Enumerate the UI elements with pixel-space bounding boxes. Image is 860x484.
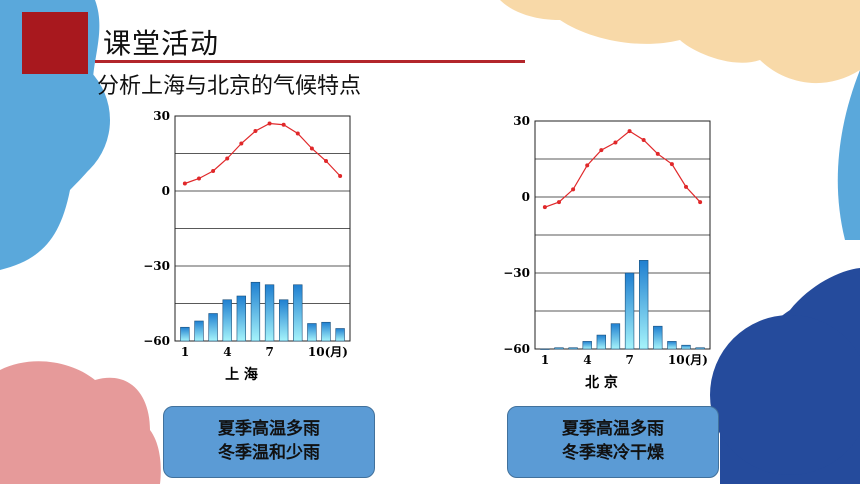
summary-line: 夏季高温多雨 [562, 419, 664, 439]
temperature-point [641, 138, 646, 142]
precip-bar [321, 321, 331, 342]
temperature-point [281, 122, 286, 127]
temperature-point [182, 181, 187, 186]
x-tick-label: 7 [626, 353, 634, 367]
precip-bar [293, 284, 303, 342]
precip-bar [554, 347, 564, 350]
temperature-point [239, 141, 244, 146]
temperature-point [669, 162, 674, 167]
x-tick-label: 10(月) [668, 353, 708, 367]
precip-bar [264, 284, 275, 342]
page-title: 课堂活动 [103, 27, 220, 60]
precip-bar [180, 326, 190, 342]
precip-bar [208, 313, 218, 342]
precip-bar [695, 347, 705, 350]
temperature-point [571, 187, 576, 192]
x-tick-label: 7 [266, 345, 274, 359]
precip-bar [667, 341, 677, 350]
temperature-point [684, 184, 689, 189]
summary-line: 夏季高温多雨 [218, 419, 320, 439]
precip-bar [610, 323, 621, 350]
chart-title: 上 海 [225, 366, 258, 383]
y-tick-label: 30 [513, 114, 530, 128]
temperature-point [599, 148, 604, 153]
temperature-point [309, 146, 314, 151]
temperature-point [253, 129, 258, 133]
precip-bar [250, 281, 261, 342]
precip-bar [307, 323, 317, 342]
precip-bar [540, 348, 550, 350]
x-tick-label: 1 [181, 345, 189, 359]
summary-line: 冬季温和少雨 [218, 443, 320, 463]
beijing-climate-chart: 30 0 −30 −60 1 4 7 10(月) 北 京 [503, 114, 711, 391]
temperature-point [324, 159, 329, 163]
precip-bar [596, 334, 607, 350]
y-tick-label: 0 [522, 190, 530, 204]
temperature-point [267, 121, 272, 126]
precip-bar [236, 295, 247, 342]
y-tick-label: −60 [143, 334, 170, 348]
temperature-point [338, 174, 343, 178]
temperature-point [225, 156, 230, 161]
temperature-line [544, 130, 701, 208]
temperature-point [295, 131, 300, 136]
precip-bar [335, 328, 345, 342]
shanghai-summary-box: 夏季高温多雨 冬季温和少雨 [163, 406, 375, 478]
x-tick-label: 10(月) [308, 345, 348, 359]
temperature-point [698, 200, 703, 205]
temperature-point [556, 200, 561, 205]
y-tick-label: −60 [503, 342, 530, 356]
summary-line: 冬季寒冷干燥 [562, 443, 664, 463]
header-underline [95, 60, 525, 63]
page-subtitle: 分析上海与北京的气候特点 [97, 74, 362, 99]
precip-bar [222, 299, 232, 342]
shanghai-climate-chart: 30 0 −30 −60 1 4 7 10(月) 上 海 [143, 109, 351, 383]
x-tick-label: 4 [223, 345, 231, 359]
y-tick-label: −30 [143, 259, 170, 273]
temperature-line [184, 122, 341, 185]
precip-bar [638, 260, 649, 350]
temperature-point [585, 163, 590, 168]
temperature-point [196, 176, 201, 181]
x-tick-label: 1 [541, 353, 549, 367]
temperature-point [211, 169, 216, 173]
precip-bar [681, 344, 691, 350]
precip-bar [653, 325, 663, 350]
chart-title: 北 京 [585, 374, 618, 391]
temperature-point [542, 205, 547, 210]
precip-bar [278, 299, 289, 342]
y-tick-label: 0 [162, 184, 170, 198]
precip-bar [568, 347, 578, 350]
precip-bar [624, 272, 635, 350]
precip-bar [582, 341, 592, 350]
beijing-summary-box: 夏季高温多雨 冬季寒冷干燥 [507, 406, 719, 478]
y-tick-label: 30 [153, 109, 170, 123]
precip-bar [194, 320, 204, 342]
temperature-point [655, 151, 660, 156]
temperature-point [627, 129, 632, 134]
temperature-point [613, 140, 618, 145]
y-tick-label: −30 [503, 266, 530, 280]
header-accent-square [22, 12, 88, 74]
x-tick-label: 4 [583, 353, 591, 367]
